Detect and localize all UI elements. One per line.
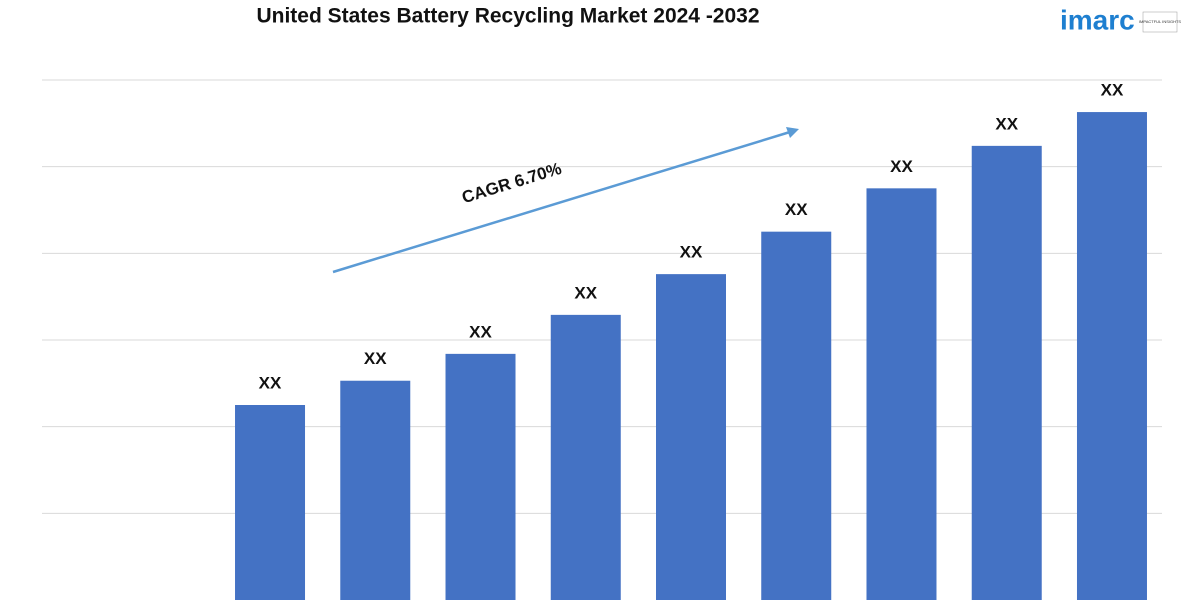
cagr-arrow-head: [786, 127, 799, 138]
logo-brand: imarc: [1060, 4, 1135, 35]
value-label: XX: [574, 283, 597, 302]
value-label: XX: [469, 322, 492, 341]
value-label: XX: [1101, 81, 1124, 100]
bar: [866, 188, 937, 600]
chart-title: United States Battery Recycling Market 2…: [256, 5, 759, 28]
bar: [340, 380, 411, 600]
value-label: XX: [680, 243, 703, 262]
value-label: XX: [995, 114, 1018, 133]
bar: [656, 274, 726, 600]
value-label: XX: [890, 157, 913, 176]
value-label: XX: [785, 200, 808, 219]
bar: [550, 314, 621, 600]
bar: [761, 231, 832, 600]
bar: [1076, 112, 1147, 600]
cagr-label: CAGR 6.70%: [460, 159, 564, 207]
value-label: XX: [364, 349, 387, 368]
cagr-arrow: [332, 130, 791, 274]
logo-tagline: IMPACTFUL INSIGHTS: [1139, 19, 1182, 24]
bar: [971, 145, 1042, 600]
value-label: XX: [259, 373, 282, 392]
bar: [445, 353, 516, 600]
logo-box: [1142, 11, 1178, 33]
bars: XX XX XX XX XX XX XX XX XX: [235, 81, 1147, 600]
bar: [235, 405, 306, 600]
